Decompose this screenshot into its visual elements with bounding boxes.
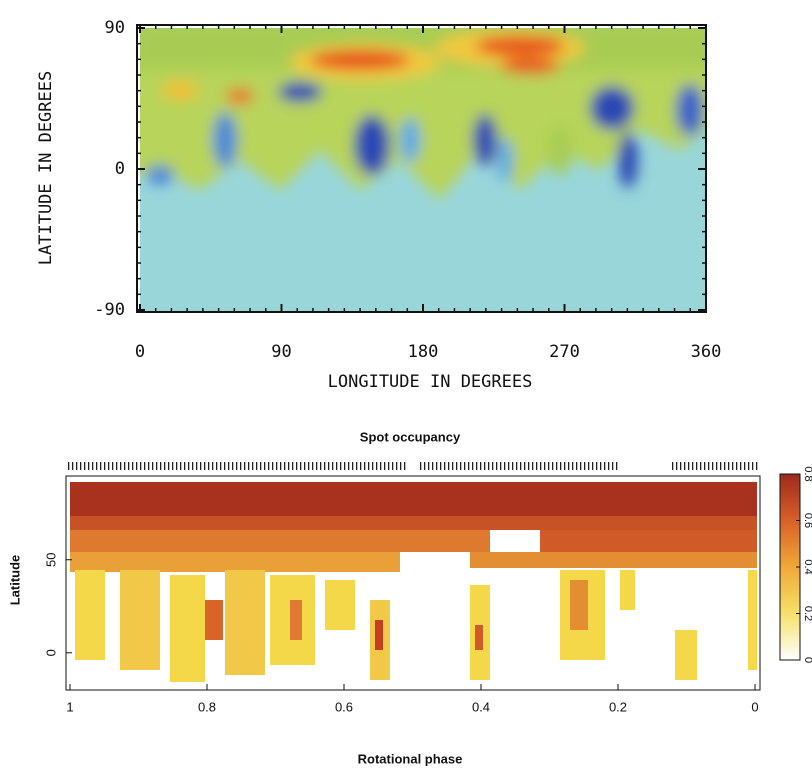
colorbar-tick-label: 0.6	[802, 513, 812, 528]
y-tick-label: 0	[115, 159, 125, 179]
y-axis-label: Latitude	[7, 555, 22, 606]
chart-title: Spot occupancy	[360, 429, 461, 444]
y-axis-label: LATITUDE IN DEGREES	[36, 71, 56, 265]
x-tick-label: 180	[408, 342, 439, 362]
colorbar-tick-label: 0.8	[802, 466, 812, 481]
y-tick-label: 90	[105, 18, 125, 38]
plot-frame	[65, 475, 761, 691]
x-tick-label: 0.2	[609, 699, 627, 714]
x-tick-label: 0.8	[198, 699, 216, 714]
x-axis-label: Rotational phase	[358, 751, 463, 766]
x-tick-label: 360	[691, 342, 722, 362]
x-tick-label: 1	[66, 699, 73, 714]
x-tick-label: 0	[135, 342, 145, 362]
x-tick-label: 270	[549, 342, 580, 362]
heatmap-image	[70, 482, 757, 682]
observation-marks	[420, 462, 620, 470]
y-tick-label: 50	[43, 553, 58, 567]
heatmap-image	[140, 28, 706, 312]
colorbar-tick-label: 0.4	[802, 559, 812, 574]
y-tick-label: -90	[94, 300, 125, 320]
y-tick-label: 0	[43, 649, 58, 656]
observation-marks	[670, 462, 758, 470]
colorbar-tick-label: 0	[802, 657, 812, 663]
observation-marks	[66, 462, 406, 470]
x-axis-label: LONGITUDE IN DEGREES	[328, 372, 533, 392]
x-tick-label: 90	[271, 342, 291, 362]
x-tick-label: 0	[751, 699, 758, 714]
x-tick-label: 0.4	[472, 699, 490, 714]
colorbar-tick-label: 0.2	[802, 606, 812, 621]
x-tick-label: 0.6	[335, 699, 353, 714]
